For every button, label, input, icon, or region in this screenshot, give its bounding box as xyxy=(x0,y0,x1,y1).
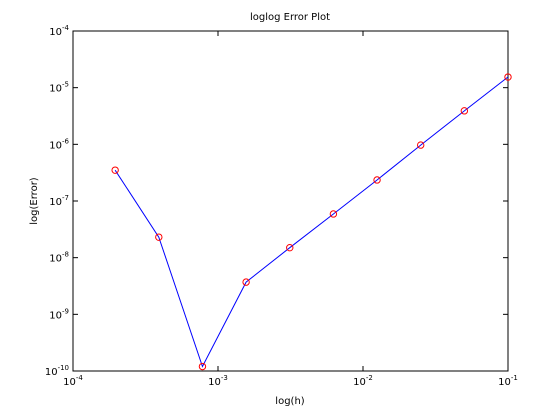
data-point xyxy=(155,233,163,241)
y-tick-label: 10-6 xyxy=(49,137,69,151)
y-tick-label: 10-5 xyxy=(49,81,69,95)
data-line xyxy=(114,76,509,368)
y-tick-label: 10-7 xyxy=(49,194,69,208)
data-point xyxy=(286,243,294,252)
y-tick-label: 10-10 xyxy=(45,364,69,378)
x-tick-label: 10-4 xyxy=(63,374,83,388)
axes-box xyxy=(72,30,509,372)
chart-title: loglog Error Plot xyxy=(250,12,330,23)
data-point xyxy=(417,141,425,149)
data-point xyxy=(460,107,469,115)
y-tick-label: 10-4 xyxy=(49,24,69,38)
data-point xyxy=(198,362,207,371)
y-tick-label: 10-8 xyxy=(49,251,69,265)
x-tick-label: 10-2 xyxy=(353,374,373,388)
x-tick-label: 10-1 xyxy=(498,374,518,388)
data-point xyxy=(111,166,119,174)
data-point xyxy=(373,176,381,184)
x-tick-label: 10-3 xyxy=(208,374,228,388)
y-tick-label: 10-9 xyxy=(49,307,69,321)
data-point xyxy=(242,278,250,286)
data-point xyxy=(329,210,338,218)
y-axis-label: log(Error) xyxy=(29,177,40,225)
data-point xyxy=(504,73,512,81)
x-axis-label: log(h) xyxy=(275,396,304,407)
